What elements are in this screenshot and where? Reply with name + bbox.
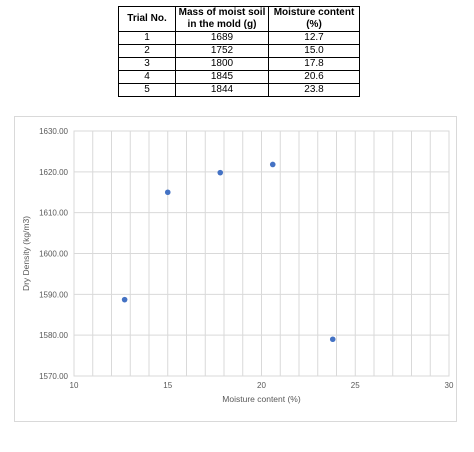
table-cell: 1	[118, 31, 176, 45]
table-row: 1 1689 12.7	[118, 31, 360, 45]
header-line: Moisture content	[273, 7, 355, 18]
table-cell: 5	[118, 83, 176, 97]
table-row: 5 1844 23.8	[118, 83, 360, 97]
table-cell: 1844	[175, 83, 269, 97]
header-line: (%)	[306, 19, 322, 30]
data-point	[164, 189, 171, 196]
table-row: 2 1752 15.0	[118, 44, 360, 58]
header-mass: Mass of moist soil in the mold (g)	[175, 6, 269, 32]
table-cell: 23.8	[268, 83, 360, 97]
table-cell: 1800	[175, 57, 269, 71]
table-row: 3 1800 17.8	[118, 57, 360, 71]
header-line: in the mold (g)	[187, 19, 257, 30]
table-cell: 1689	[175, 31, 269, 45]
x-tick-label: 25	[351, 381, 360, 390]
table-cell: 15.0	[268, 44, 360, 58]
y-tick-label: 1630.00	[39, 127, 68, 136]
plot-area-border	[73, 130, 450, 377]
table-cell: 12.7	[268, 31, 360, 45]
table-cell: 20.6	[268, 70, 360, 84]
header-line: Trial No.	[127, 13, 167, 24]
table-cell: 3	[118, 57, 176, 71]
table-row: 4 1845 20.6	[118, 70, 360, 84]
data-point	[329, 336, 336, 343]
table-header-row: Trial No. Mass of moist soil in the mold…	[118, 6, 360, 32]
x-axis-title: Moisture content (%)	[222, 394, 301, 404]
header-line: Mass of moist soil	[178, 7, 266, 18]
chart-frame: 1570.00 1580.00 1590.00 1600.00 1610.00 1620.…	[14, 116, 457, 422]
y-tick-label: 1620.00	[39, 168, 68, 177]
data-point	[217, 169, 224, 176]
x-tick-label: 20	[257, 381, 266, 390]
table-cell: 1845	[175, 70, 269, 84]
y-tick-label: 1580.00	[39, 331, 68, 340]
y-tick-label: 1590.00	[39, 290, 68, 299]
table-cell: 1752	[175, 44, 269, 58]
header-moisture: Moisture content (%)	[268, 6, 360, 32]
data-point	[121, 296, 128, 303]
y-axis-title: Dry Density (kg/m3)	[21, 216, 31, 291]
y-tick-label: 1610.00	[39, 209, 68, 218]
header-trial-no: Trial No.	[118, 6, 176, 32]
x-tick-label: 30	[445, 381, 454, 390]
scatter-chart: 1570.00 1580.00 1590.00 1600.00 1610.00 1620.…	[21, 127, 454, 404]
table-cell: 4	[118, 70, 176, 84]
x-tick-label: 15	[163, 381, 172, 390]
y-tick-label: 1570.00	[39, 372, 68, 381]
trial-table: Trial No. Mass of moist soil in the mold…	[118, 6, 360, 97]
y-tick-label: 1600.00	[39, 250, 68, 259]
table-cell: 2	[118, 44, 176, 58]
table-cell: 17.8	[268, 57, 360, 71]
data-point	[269, 161, 276, 168]
x-tick-label: 10	[70, 381, 79, 390]
